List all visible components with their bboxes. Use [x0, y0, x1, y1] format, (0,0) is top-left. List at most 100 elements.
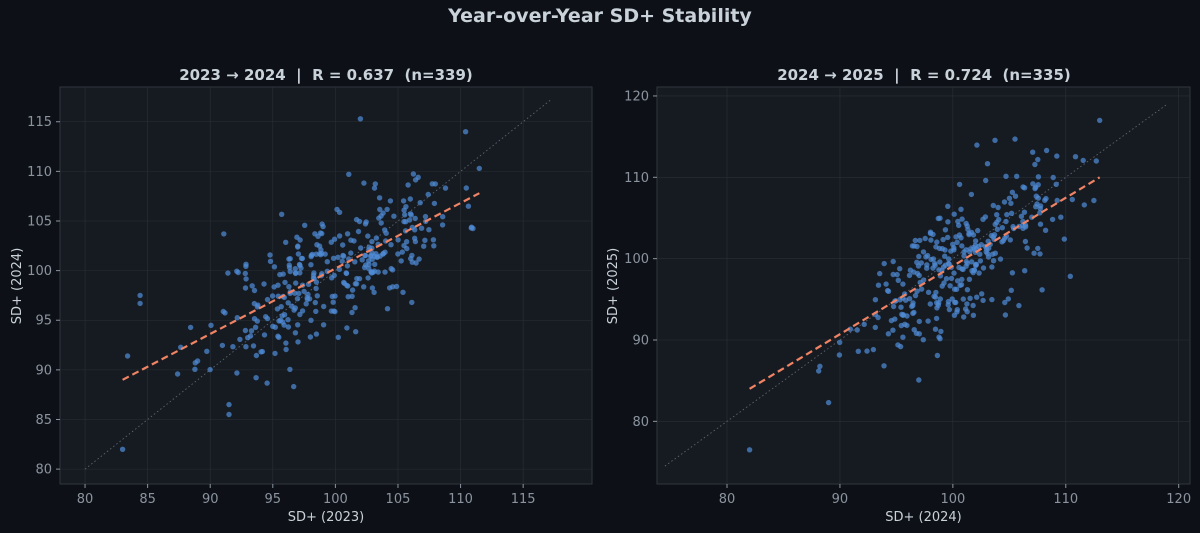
data-point [412, 215, 418, 222]
data-point [476, 165, 482, 172]
data-point [980, 297, 986, 304]
data-point [283, 239, 289, 245]
data-point [287, 268, 293, 275]
data-point [911, 309, 917, 316]
data-point [964, 287, 971, 293]
data-point [358, 245, 364, 251]
data-point [375, 269, 381, 275]
data-point [900, 334, 906, 340]
x-tick-label: 90 [202, 492, 219, 507]
data-point [920, 337, 926, 343]
data-point [349, 309, 355, 316]
data-point [940, 236, 946, 243]
data-point [825, 399, 832, 406]
data-point [918, 286, 925, 292]
data-point [884, 287, 891, 294]
data-point [1020, 225, 1026, 231]
data-point [322, 251, 328, 257]
data-point [305, 291, 311, 298]
data-point [294, 296, 301, 302]
data-point [430, 237, 437, 243]
data-point [317, 251, 323, 257]
data-point [331, 236, 338, 242]
regression-line [122, 192, 480, 381]
data-point [234, 315, 240, 321]
data-point [897, 266, 903, 272]
data-point [339, 258, 345, 264]
data-point [989, 264, 995, 270]
data-point [296, 290, 302, 297]
data-point [429, 181, 435, 187]
data-point [962, 306, 969, 312]
data-point [346, 171, 352, 177]
data-point [1009, 270, 1016, 276]
data-point [922, 235, 928, 242]
data-point [373, 235, 380, 241]
data-point [312, 231, 318, 237]
data-point [938, 328, 944, 335]
data-point [287, 366, 293, 373]
data-point [418, 225, 425, 231]
data-point [286, 284, 292, 290]
data-point [1008, 200, 1014, 206]
data-point [967, 249, 973, 255]
data-point [1050, 174, 1056, 181]
y-tick-label: 105 [27, 214, 52, 229]
data-point [945, 203, 951, 209]
data-point [283, 340, 289, 346]
data-point [927, 301, 933, 307]
data-point [994, 226, 1000, 232]
data-point [297, 270, 303, 276]
data-point [272, 350, 278, 357]
data-point [221, 231, 227, 237]
data-point [1069, 196, 1076, 203]
data-point [894, 271, 900, 278]
data-point [391, 213, 397, 219]
data-point [292, 270, 299, 276]
data-point [947, 283, 953, 289]
data-point [243, 344, 249, 350]
data-point [961, 249, 967, 255]
data-point [983, 177, 989, 184]
data-point [301, 288, 307, 295]
data-point [194, 358, 201, 364]
data-point [964, 260, 971, 266]
data-point [997, 256, 1004, 262]
data-point [939, 246, 945, 252]
data-point [440, 214, 446, 220]
data-point [973, 262, 979, 269]
data-point [932, 326, 939, 332]
data-point [1004, 211, 1010, 218]
data-point [219, 342, 226, 349]
data-point [335, 334, 341, 340]
data-point [957, 282, 963, 288]
data-point [324, 259, 330, 265]
data-point [897, 297, 903, 303]
data-point [321, 303, 327, 310]
data-point [959, 243, 965, 249]
data-point [465, 203, 472, 209]
data-point [934, 239, 940, 245]
data-point [395, 251, 401, 257]
data-point [883, 281, 889, 287]
data-point [250, 343, 257, 349]
y-tick-label: 80 [35, 463, 52, 478]
data-point [372, 181, 378, 187]
data-point [934, 352, 941, 359]
data-point [968, 191, 975, 198]
data-point [409, 299, 415, 306]
y-tick-label: 100 [27, 264, 52, 279]
data-point [345, 294, 351, 300]
data-point [249, 283, 255, 289]
data-point [837, 339, 843, 346]
data-point [344, 325, 350, 331]
data-point [207, 366, 213, 373]
data-point [1002, 312, 1009, 318]
data-point [311, 270, 317, 276]
data-point [431, 243, 437, 249]
data-point [1008, 287, 1014, 293]
data-point [279, 313, 285, 319]
data-point [1001, 199, 1008, 205]
data-point [1058, 214, 1064, 220]
